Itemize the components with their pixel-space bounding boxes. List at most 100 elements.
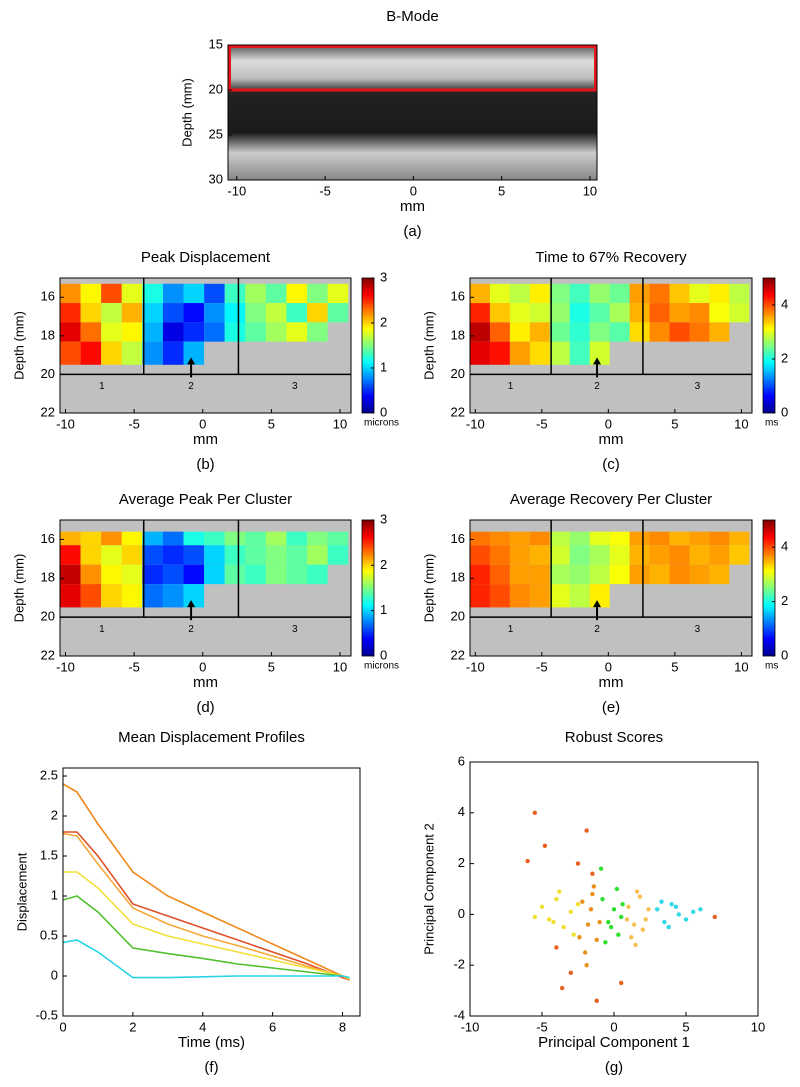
x-axis-label: mm <box>599 431 624 448</box>
heatmap-cell <box>265 545 287 565</box>
y-axis-label: Depth (mm) <box>421 554 436 623</box>
heatmap-cell <box>183 584 205 608</box>
heatmap-cell <box>183 545 205 565</box>
heatmap-cell <box>183 531 205 546</box>
x-tick-label: 10 <box>734 659 748 674</box>
scatter-point <box>591 884 597 889</box>
heatmap-cell <box>142 322 163 342</box>
region-label: 1 <box>99 381 105 392</box>
colorbar-tick-label: 4 <box>781 296 788 311</box>
heatmap-cell <box>162 584 184 608</box>
heatmap-cell <box>609 322 630 342</box>
colorbar-tick-label: 0 <box>380 647 387 662</box>
y-tick-label: 6 <box>458 753 465 768</box>
heatmap-cell <box>669 322 690 342</box>
y-tick-label: 16 <box>451 289 465 304</box>
scatter-point <box>542 843 548 849</box>
heatmap-cell <box>60 283 81 304</box>
heatmap-cell <box>729 531 750 546</box>
y-tick-label: 22 <box>41 647 55 662</box>
heatmap-cell <box>549 283 570 304</box>
heatmap-cell <box>489 584 510 608</box>
x-tick-label: 5 <box>671 416 678 431</box>
x-tick-label: -5 <box>536 659 548 674</box>
colorbar-tick-label: 1 <box>380 602 387 617</box>
colorbar-tick-label: 3 <box>380 269 387 284</box>
scatter-point <box>640 927 645 932</box>
y-tick-label: 0.5 <box>40 927 58 942</box>
heatmap-cell <box>265 283 287 304</box>
y-tick-label: 2 <box>458 855 465 870</box>
heatmap-cell <box>569 303 590 323</box>
x-tick-label: -10 <box>227 183 246 198</box>
x-tick-label: 5 <box>682 1019 689 1034</box>
scatter-point <box>600 896 605 902</box>
y-tick-label: 18 <box>41 327 55 342</box>
heatmap-cell <box>80 303 102 323</box>
heatmap-cell <box>689 531 710 546</box>
heatmap-cell <box>204 531 225 546</box>
heatmap-cell <box>529 531 550 546</box>
heatmap-cell <box>529 303 550 323</box>
chart-title: Time to 67% Recovery <box>535 249 687 266</box>
arrow-head <box>593 357 602 365</box>
x-tick-label: -10 <box>56 416 75 431</box>
heatmap-cell <box>509 322 530 342</box>
heatmap-cell <box>142 584 163 608</box>
scatter-point <box>597 919 602 925</box>
scatter-point <box>594 937 599 942</box>
x-axis-label: mm <box>193 431 218 448</box>
x-tick-label: 5 <box>268 659 275 674</box>
heatmap-cell <box>529 283 550 304</box>
heatmap-cell <box>286 564 308 585</box>
x-tick-label: 4 <box>199 1019 206 1034</box>
heatmap-cell <box>549 545 570 565</box>
heatmap-cell <box>609 531 630 546</box>
line <box>62 939 350 979</box>
heatmap-cell <box>307 545 328 565</box>
x-axis-label: mm <box>400 198 425 215</box>
heatmap-cell <box>549 303 570 323</box>
y-tick-label: 2 <box>51 807 58 822</box>
colorbar-unit: ms <box>765 661 778 672</box>
scatter-point <box>698 907 703 912</box>
y-tick-label: 0 <box>458 906 465 921</box>
y-tick-label: 0 <box>51 967 58 982</box>
chart-title: Peak Displacement <box>141 249 271 266</box>
heatmap-cell <box>669 564 690 585</box>
scatter-point <box>580 899 585 904</box>
y-tick-label: 18 <box>451 570 465 585</box>
arrow-head <box>187 600 196 608</box>
heatmap-cell <box>224 283 246 304</box>
heatmap-cell <box>489 564 510 585</box>
scatter-point <box>646 907 651 912</box>
colorbar <box>361 519 375 657</box>
x-tick-label: 0 <box>199 659 206 674</box>
heatmap-cell <box>609 545 630 565</box>
scatter-point <box>590 891 595 897</box>
scatter-point <box>629 935 634 940</box>
x-tick-label: 2 <box>129 1019 136 1034</box>
heatmap-cell <box>327 531 349 546</box>
region-label: 2 <box>188 624 194 635</box>
heatmap-cell <box>224 322 246 342</box>
heatmap-cell <box>549 322 570 342</box>
heatmap-cell <box>183 564 205 585</box>
heatmap-cell <box>649 283 670 304</box>
heatmap-cell <box>121 283 143 304</box>
heatmap-cell <box>609 283 630 304</box>
heatmap-cell <box>101 531 122 546</box>
scatter-point <box>624 917 630 922</box>
heatmap-cell <box>204 303 225 323</box>
heatmap-cell <box>509 564 530 585</box>
heatmap-cell <box>307 283 328 304</box>
line <box>63 831 350 981</box>
heatmap-cell <box>162 341 184 365</box>
heatmap-cell <box>569 283 590 304</box>
x-tick-label: 10 <box>333 659 347 674</box>
scatter-point <box>631 922 637 927</box>
heatmap-cell <box>470 531 490 546</box>
heatmap-cell <box>80 564 102 585</box>
y-tick-label: 16 <box>451 531 465 546</box>
scatter-point <box>616 932 621 937</box>
